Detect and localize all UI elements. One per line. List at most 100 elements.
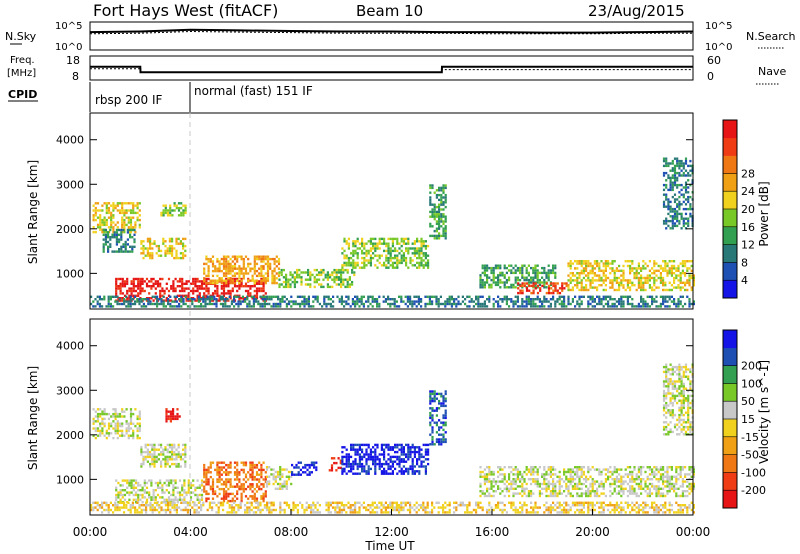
power-cell-2: [146, 249, 149, 253]
power-cell-0: [103, 230, 106, 234]
power-cell-11: [585, 286, 588, 289]
power-cell-13: [241, 300, 244, 303]
velocity-cell-5: [285, 480, 288, 483]
power-cell-7: [354, 240, 357, 243]
velocity-cell-10: [483, 494, 486, 498]
power-cell-6: [298, 268, 301, 272]
power-cell-4: [159, 285, 162, 288]
power-cell-13: [659, 305, 662, 308]
velocity-cell-4: [229, 492, 232, 496]
power-cell-9: [534, 276, 537, 279]
velocity-cell-9: [431, 440, 434, 444]
velocity-cell-1: [149, 443, 152, 447]
velocity-cell-9: [433, 397, 436, 400]
velocity-cell-10: [479, 494, 482, 498]
velocity-cell-8: [358, 458, 361, 461]
velocity-cell-3: [143, 484, 146, 487]
velocity-cell-10: [611, 482, 614, 486]
velocity-cell-3: [134, 491, 138, 494]
velocity-cell-10: [490, 485, 493, 488]
velocity-cell-8: [427, 443, 430, 447]
power-cell-10: [550, 291, 553, 295]
power-cell-9: [536, 276, 539, 279]
power-cell-12: [676, 164, 679, 168]
nsky-label: N.Sky: [5, 30, 37, 43]
power-cell-3: [177, 209, 181, 212]
power-cell-13: [263, 305, 266, 308]
power-cell-12: [687, 164, 690, 168]
velocity-cell-10: [532, 468, 535, 471]
power-cell-7: [407, 252, 410, 255]
power-cell-13: [560, 300, 563, 303]
velocity-cell-4: [220, 497, 223, 500]
velocity-cell-9: [438, 402, 441, 405]
power-cell-6: [318, 271, 321, 274]
power-cell-4: [137, 282, 140, 285]
velocity-cell-8: [363, 467, 366, 471]
velocity-cell-3: [137, 484, 140, 487]
power-cell-13: [503, 295, 506, 298]
velocity-cell-4: [227, 480, 230, 484]
power-cell-6: [307, 268, 310, 272]
power-cell-7: [383, 237, 386, 241]
velocity-cell-9: [433, 395, 436, 398]
velocity-cell-4: [207, 478, 210, 481]
power-cell-11: [620, 284, 623, 287]
power-cell-2: [168, 252, 171, 255]
power-cell-6: [307, 278, 310, 281]
velocity-cell-8: [347, 458, 350, 461]
power-cell-13: [648, 295, 651, 298]
velocity-cell-8: [361, 455, 364, 459]
power-cell-13: [340, 298, 343, 301]
velocity-cell-0: [118, 424, 122, 428]
velocity-cell-10: [576, 470, 579, 474]
velocity-cell-4: [262, 483, 265, 486]
power-cell-11: [640, 269, 643, 272]
power-cell-13: [567, 302, 570, 306]
power-cell-13: [285, 302, 288, 306]
power-cell-13: [123, 300, 126, 303]
power-cell-5: [266, 267, 270, 270]
velocity-cell-8: [374, 455, 377, 459]
power-cell-12: [669, 183, 672, 187]
velocity-cell-8: [416, 470, 419, 473]
power-cell-13: [332, 300, 335, 303]
velocity-cell-2: [172, 410, 175, 413]
power-cell-7: [354, 264, 357, 267]
power-cell-11: [642, 288, 645, 292]
power-cell-13: [204, 302, 207, 306]
velocity-cell-8: [398, 462, 401, 466]
power-cell-7: [400, 240, 403, 243]
power-cell-13: [270, 305, 273, 308]
power-cell-13: [554, 305, 557, 308]
power-cell-4: [115, 282, 118, 285]
power-cell-13: [312, 305, 315, 308]
power-cell-8: [429, 234, 432, 238]
power-cell-12: [682, 195, 685, 199]
velocity-cell-10: [516, 478, 519, 481]
power-cell-11: [587, 288, 590, 292]
power-cell-4: [143, 280, 146, 283]
velocity-cell-4: [227, 492, 230, 496]
power-cell-13: [483, 305, 486, 308]
power-cell-5: [258, 274, 261, 278]
power-cell-5: [271, 272, 274, 275]
power-cell-7: [396, 240, 399, 243]
power-cell-13: [92, 305, 95, 308]
power-cell-13: [488, 300, 491, 303]
power-cell-9: [481, 281, 484, 284]
power-cell-11: [684, 264, 687, 268]
power-cell-7: [380, 242, 383, 245]
velocity-cell-8: [363, 453, 366, 456]
power-cell-5: [233, 274, 237, 278]
velocity-cell-3: [154, 496, 157, 499]
velocity-cell-0: [114, 408, 117, 411]
power-cell-0: [127, 202, 130, 205]
power-cell-13: [541, 300, 544, 303]
velocity-cell-8: [350, 462, 353, 466]
velocity-cell-8: [374, 448, 377, 451]
velocity-cell-9: [433, 421, 436, 424]
power-cell-7: [365, 254, 368, 257]
power-cell-13: [301, 300, 304, 303]
velocity-cell-8: [416, 446, 419, 449]
